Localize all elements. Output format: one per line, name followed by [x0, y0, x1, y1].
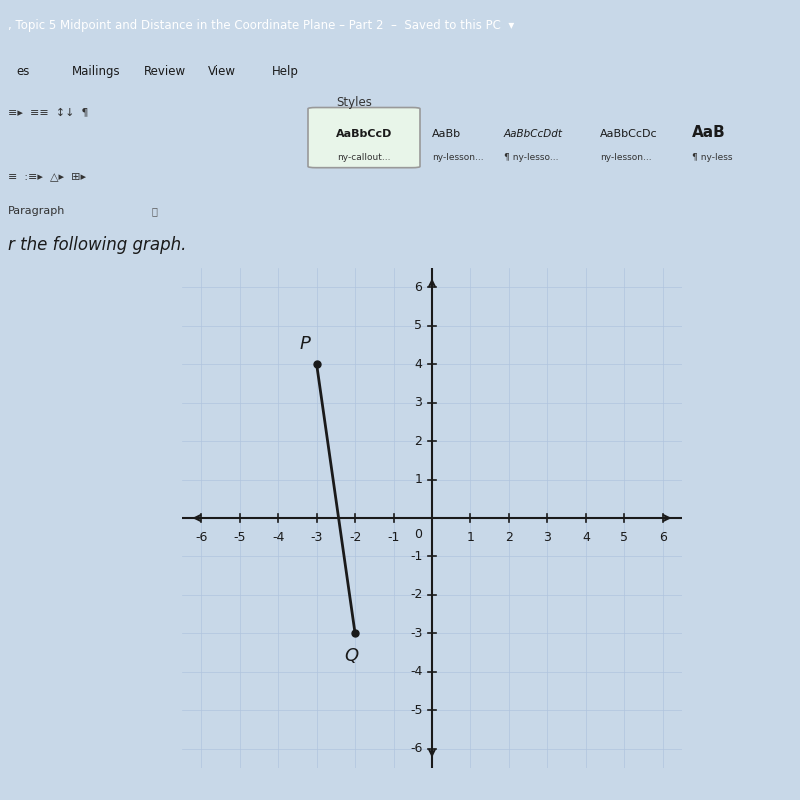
FancyBboxPatch shape — [308, 107, 420, 168]
Text: -1: -1 — [387, 531, 400, 545]
Text: 2: 2 — [505, 531, 513, 545]
Text: 4: 4 — [582, 531, 590, 545]
Text: AaBbCcDc: AaBbCcDc — [600, 129, 658, 139]
Text: Q: Q — [344, 647, 358, 665]
Text: -3: -3 — [410, 627, 422, 640]
Text: ⬛: ⬛ — [152, 206, 158, 216]
Text: 5: 5 — [414, 319, 422, 332]
Text: Review: Review — [144, 66, 186, 78]
Text: -2: -2 — [410, 589, 422, 602]
Text: ny-lesson...: ny-lesson... — [600, 153, 652, 162]
Text: -1: -1 — [410, 550, 422, 563]
Text: AaB: AaB — [692, 125, 726, 140]
Text: -5: -5 — [410, 704, 422, 717]
Text: r the following graph.: r the following graph. — [8, 237, 186, 254]
Text: 3: 3 — [543, 531, 551, 545]
Text: Styles: Styles — [336, 96, 372, 110]
Text: Mailings: Mailings — [72, 66, 121, 78]
Text: View: View — [208, 66, 236, 78]
Text: AaBbCcDdt: AaBbCcDdt — [504, 129, 563, 139]
Text: P: P — [300, 334, 311, 353]
Text: es: es — [16, 66, 30, 78]
Text: AaBbCcD: AaBbCcD — [336, 129, 392, 139]
Text: 5: 5 — [620, 531, 628, 545]
Text: -2: -2 — [349, 531, 362, 545]
Text: 0: 0 — [414, 528, 422, 541]
Text: -3: -3 — [310, 531, 323, 545]
Text: -6: -6 — [195, 531, 207, 545]
Text: ¶ ny-less: ¶ ny-less — [692, 153, 733, 162]
Text: 6: 6 — [659, 531, 666, 545]
Text: -4: -4 — [272, 531, 284, 545]
Text: -4: -4 — [410, 666, 422, 678]
Text: 4: 4 — [414, 358, 422, 370]
Text: 3: 3 — [414, 396, 422, 409]
Text: 6: 6 — [414, 281, 422, 294]
Text: ny-callout...: ny-callout... — [338, 153, 390, 162]
Text: -5: -5 — [234, 531, 246, 545]
Text: ¶ ny-lesso...: ¶ ny-lesso... — [504, 153, 558, 162]
Text: ≡▸  ≡≡  ↕↓  ¶: ≡▸ ≡≡ ↕↓ ¶ — [8, 107, 89, 118]
Text: Paragraph: Paragraph — [8, 206, 66, 216]
Text: 1: 1 — [414, 473, 422, 486]
Text: ny-lesson...: ny-lesson... — [432, 153, 484, 162]
Text: 2: 2 — [414, 434, 422, 447]
Text: AaBb: AaBb — [432, 129, 461, 139]
Text: -6: -6 — [410, 742, 422, 755]
Text: , Topic 5 Midpoint and Distance in the Coordinate Plane – Part 2  –  Saved to th: , Topic 5 Midpoint and Distance in the C… — [8, 19, 514, 33]
Text: 1: 1 — [466, 531, 474, 545]
Text: ≡  :≡▸  △▸  ⊞▸: ≡ :≡▸ △▸ ⊞▸ — [8, 171, 86, 182]
Text: Help: Help — [272, 66, 299, 78]
